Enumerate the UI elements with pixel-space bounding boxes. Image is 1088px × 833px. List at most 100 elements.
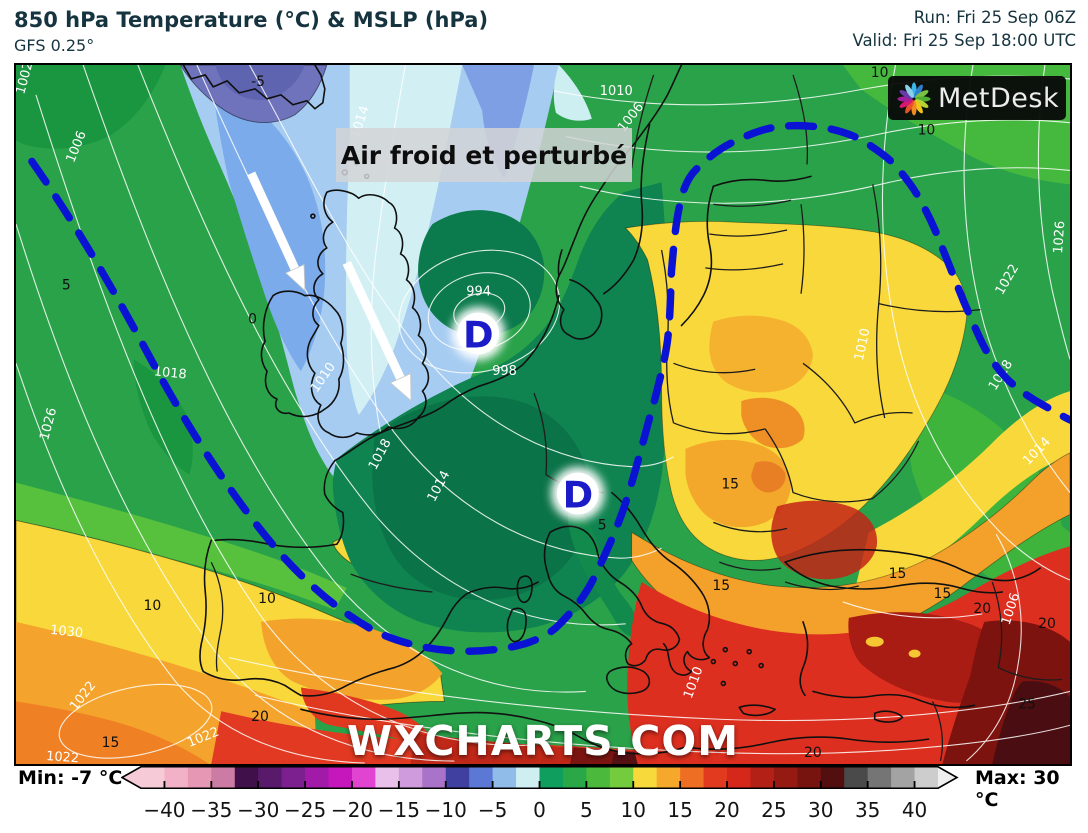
colorbar-segment [445, 766, 470, 789]
colorbar-segment [797, 766, 822, 789]
map-area: 1002 1006 1014 1010 1006 1010 1018 1014 … [14, 63, 1072, 766]
colorbar-segment [891, 766, 916, 789]
colorbar-tick-label: −40 [143, 798, 186, 822]
isobar-label: 1010 [600, 84, 633, 99]
colorbar-segment [750, 766, 775, 789]
cold-air-front-line [28, 121, 1070, 655]
colorbar-segment [211, 766, 236, 789]
colorbar-segment [164, 766, 189, 789]
colorbar-segment [656, 766, 681, 789]
colorbar-segment [328, 766, 353, 789]
temp-label: 20 [804, 745, 822, 761]
metdesk-pinwheel-icon [897, 82, 931, 116]
low-marker-letter: D [463, 313, 494, 356]
metdesk-logo: MetDesk [888, 76, 1066, 120]
colorbar-segment [844, 766, 869, 789]
valid-time: Valid: Fri 25 Sep 18:00 UTC [852, 31, 1076, 51]
colorbar-tick-label: −10 [424, 798, 467, 822]
colorbar-tick-label: −35 [190, 798, 233, 822]
colorbar-segment [469, 766, 494, 789]
colorbar-tick-label: 40 [901, 798, 928, 822]
colorbar-right-arrow [938, 766, 957, 789]
colorbar-left-arrow [122, 766, 141, 789]
temp-label: 15 [721, 477, 739, 493]
page-title: 850 hPa Temperature (°C) & MSLP (hPa) [14, 8, 489, 32]
colorbar-tick-label: 15 [667, 798, 693, 822]
temp-label: 25 [1018, 696, 1036, 712]
colorbar-segment [773, 766, 798, 789]
colorbar-tick-label: 30 [808, 798, 834, 822]
metdesk-logo-text: MetDesk [938, 82, 1060, 114]
colorbar-segment [867, 766, 892, 789]
low-marker-letter: D [563, 474, 594, 517]
colorbar-segment [187, 766, 212, 789]
model-label: GFS 0.25° [14, 36, 95, 55]
temp-label: 20 [973, 601, 991, 617]
isobar-label: 998 [492, 364, 517, 379]
watermark: WXCHARTS.COM [346, 717, 740, 765]
temp-label: 15 [889, 566, 907, 582]
colorbar-tick-label: −20 [330, 798, 374, 822]
colorbar-tick-label: −25 [283, 798, 327, 822]
temp-label: 0 [248, 312, 257, 328]
isobar-label: 1010 [852, 327, 874, 362]
temp-label: -5 [251, 74, 265, 90]
temp-label: 5 [62, 278, 71, 294]
colorbar-tick-label: −15 [377, 798, 420, 822]
temp-label: 10 [871, 65, 889, 81]
temperature-labels: -5 0 5 5 10 10 10 10 15 15 15 15 15 20 2… [62, 65, 1056, 761]
legend-min-label: Min: -7 °C [18, 767, 123, 789]
low-pressure-marker: D [451, 306, 506, 361]
isobar-label: 1022 [46, 749, 80, 764]
annotation-box: Air froid et perturbé [336, 128, 632, 182]
colorbar-segment [258, 766, 283, 789]
colorbar-segment [727, 766, 752, 789]
colorbar-tick-label: 0 [533, 798, 546, 822]
temp-label: 10 [918, 123, 936, 139]
colorbar-segment [609, 766, 634, 789]
colorbar-segment [562, 766, 587, 789]
colorbar-segment [680, 766, 705, 789]
colorbar-segment [398, 766, 423, 789]
isobar-label: 1026 [1051, 220, 1068, 254]
colorbar-segment [305, 766, 330, 789]
colorbar-segment [422, 766, 447, 789]
colorbar-segment [633, 766, 658, 789]
colorbar-segment [375, 766, 400, 789]
colorbar-tick-label: −5 [477, 798, 508, 822]
temp-label: 15 [934, 586, 952, 602]
colorbar-tick-label: 5 [580, 798, 593, 822]
colorbar [121, 766, 959, 789]
colorbar-tick-label: −30 [237, 798, 280, 822]
run-info: Run: Fri 25 Sep 06Z Valid: Fri 25 Sep 18… [852, 6, 1076, 52]
run-time: Run: Fri 25 Sep 06Z [913, 8, 1076, 27]
colorbar-segment [492, 766, 517, 789]
colorbar-segment [703, 766, 728, 789]
colorbar-segment [820, 766, 845, 789]
colorbar-segment [141, 766, 166, 789]
cold-air-arrow-icon [247, 171, 306, 292]
colorbar-tick-label: 25 [761, 798, 787, 822]
temp-label: 10 [144, 598, 162, 614]
colorbar-segment [914, 766, 939, 789]
colorbar-segment [586, 766, 611, 789]
colorbar-segment [539, 766, 564, 789]
temp-label: 20 [1038, 616, 1056, 632]
colorbar-segment [351, 766, 377, 789]
cold-air-arrow-icon [342, 260, 412, 402]
temp-label: 10 [258, 591, 276, 607]
colorbar-tick-label: 10 [620, 798, 646, 822]
isobar-label: 994 [466, 285, 491, 300]
temp-label: 15 [102, 735, 120, 751]
legend-max-label: Max: 30 °C [975, 767, 1060, 811]
isobar-label: 1030 [49, 623, 83, 641]
colorbar-tick-label: 35 [854, 798, 881, 822]
colorbar-segment [516, 766, 541, 789]
colorbar-segment [281, 766, 306, 789]
isobar-label: 1018 [153, 364, 187, 382]
temp-label: 5 [598, 517, 607, 533]
colorbar-segment [234, 766, 259, 789]
coastlines [182, 65, 1041, 755]
low-pressure-marker: D [550, 466, 605, 521]
